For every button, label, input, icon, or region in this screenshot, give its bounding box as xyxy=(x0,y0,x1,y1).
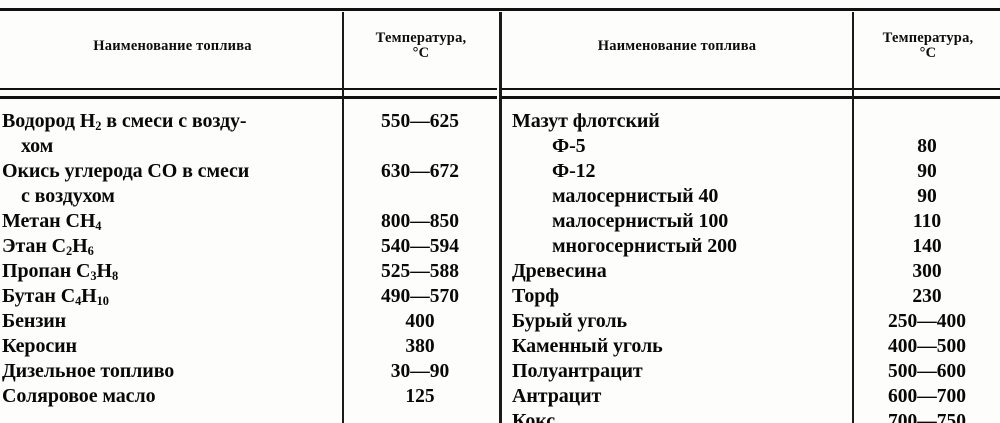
fuel-name-cell: Керосин xyxy=(2,335,77,357)
fuel-name-cell: малосернистый 100 xyxy=(552,210,729,232)
fuel-name-cell: Бурый уголь xyxy=(512,310,628,332)
left-temp-column-divider xyxy=(342,12,344,423)
temperature-cell xyxy=(856,109,998,134)
temperature-cell: 250—400 xyxy=(888,311,966,332)
temperature-cell: 630—672 xyxy=(381,161,459,182)
fuel-name-cell: Окись углерода CO в смеси xyxy=(2,160,250,182)
temperature-cell: 525—588 xyxy=(381,261,459,282)
fuel-name-cell: Ф-5 xyxy=(552,135,586,157)
temperature-cell: 230 xyxy=(912,286,942,307)
table-center-divider xyxy=(497,12,502,423)
fuel-name-cell: Пропан C3H8 xyxy=(2,260,119,284)
temperature-cell xyxy=(346,134,494,159)
right-fuel-name-column: Мазут флотский Ф-5 Ф-12 малосернистый 40 мал… xyxy=(512,109,848,423)
temperature-cell: 800—850 xyxy=(381,211,459,232)
fuel-name-cell: Бутан C4H10 xyxy=(2,285,109,309)
fuel-name-cell: Ф-12 xyxy=(552,160,596,182)
fuel-name-cell: хом xyxy=(21,135,54,157)
header-name-left: Наименование топлива xyxy=(10,38,335,54)
table-top-border xyxy=(0,8,1000,11)
temperature-cell: 380 xyxy=(405,336,435,357)
fuel-name-cell: Соляровое масло xyxy=(2,385,156,407)
temperature-cell: 140 xyxy=(912,236,942,257)
temperature-cell: 110 xyxy=(912,211,942,232)
fuel-name-cell: многосернистый 200 xyxy=(552,235,737,257)
fuel-name-cell: Антрацит xyxy=(512,385,602,407)
temperature-cell: 540—594 xyxy=(381,236,459,257)
fuel-name-cell: Этан C2H6 xyxy=(2,235,94,259)
header-temp-right-unit: °C xyxy=(919,45,937,61)
fuel-name-cell: малосернистый 40 xyxy=(552,185,719,207)
temperature-cell xyxy=(346,184,494,209)
fuel-name-cell: Дизельное топливо xyxy=(2,360,175,382)
header-temp-right-line1: Температура, xyxy=(882,30,974,46)
temperature-cell: 500—600 xyxy=(888,361,966,382)
fuel-name-cell: Каменный уголь xyxy=(512,335,663,357)
temperature-cell: 90 xyxy=(917,161,937,182)
fuel-name-cell: Бензин xyxy=(2,310,67,332)
temperature-cell: 125 xyxy=(405,386,435,407)
header-name-right-label: Наименование топлива xyxy=(597,38,757,54)
fuel-name-cell: Древесина xyxy=(512,260,607,282)
header-temp-left: Температура, °C xyxy=(348,30,494,61)
temperature-cell: 80 xyxy=(917,136,937,157)
header-temp-right: Температура, °C xyxy=(858,30,998,61)
temperature-cell: 490—570 xyxy=(381,286,459,307)
temperature-cell: 90 xyxy=(917,186,937,207)
fuel-name-cell: с воздухом xyxy=(21,185,115,207)
temperature-cell: 300 xyxy=(912,261,942,282)
fuel-name-cell: Водород H2 в смеси с возду- xyxy=(2,110,247,134)
temperature-cell: 600—700 xyxy=(888,386,966,407)
temperature-cell: 400—500 xyxy=(888,336,966,357)
right-temp-column-divider xyxy=(852,12,854,423)
fuel-name-cell: Мазут флотский xyxy=(512,110,660,132)
fuel-name-cell: Метан CH4 xyxy=(2,210,102,234)
header-name-right: Наименование топлива xyxy=(506,38,848,54)
left-temperature-column: 550—625 630—672 800—850 540—594 525—588 490… xyxy=(346,109,494,409)
temperature-cell: 550—625 xyxy=(381,111,459,132)
fuel-name-cell: Полуантрацит xyxy=(512,360,643,382)
fuel-name-cell: Торф xyxy=(512,285,560,307)
header-temp-left-unit: °C xyxy=(412,45,430,61)
temperature-cell: 400 xyxy=(405,311,435,332)
left-fuel-name-column: Водород H2 в смеси с возду-хом Окись угле… xyxy=(2,109,338,409)
fuel-name-cell: Кокс xyxy=(512,410,556,423)
right-temperature-column: 80 90 90 110 140 300 230 250—400 400—500 500—600 6… xyxy=(856,109,998,423)
temperature-cell: 700—750 xyxy=(888,411,966,423)
header-temp-left-line1: Температура, xyxy=(375,30,467,46)
temperature-cell: 30—90 xyxy=(390,361,450,382)
header-name-left-label: Наименование топлива xyxy=(93,38,252,54)
